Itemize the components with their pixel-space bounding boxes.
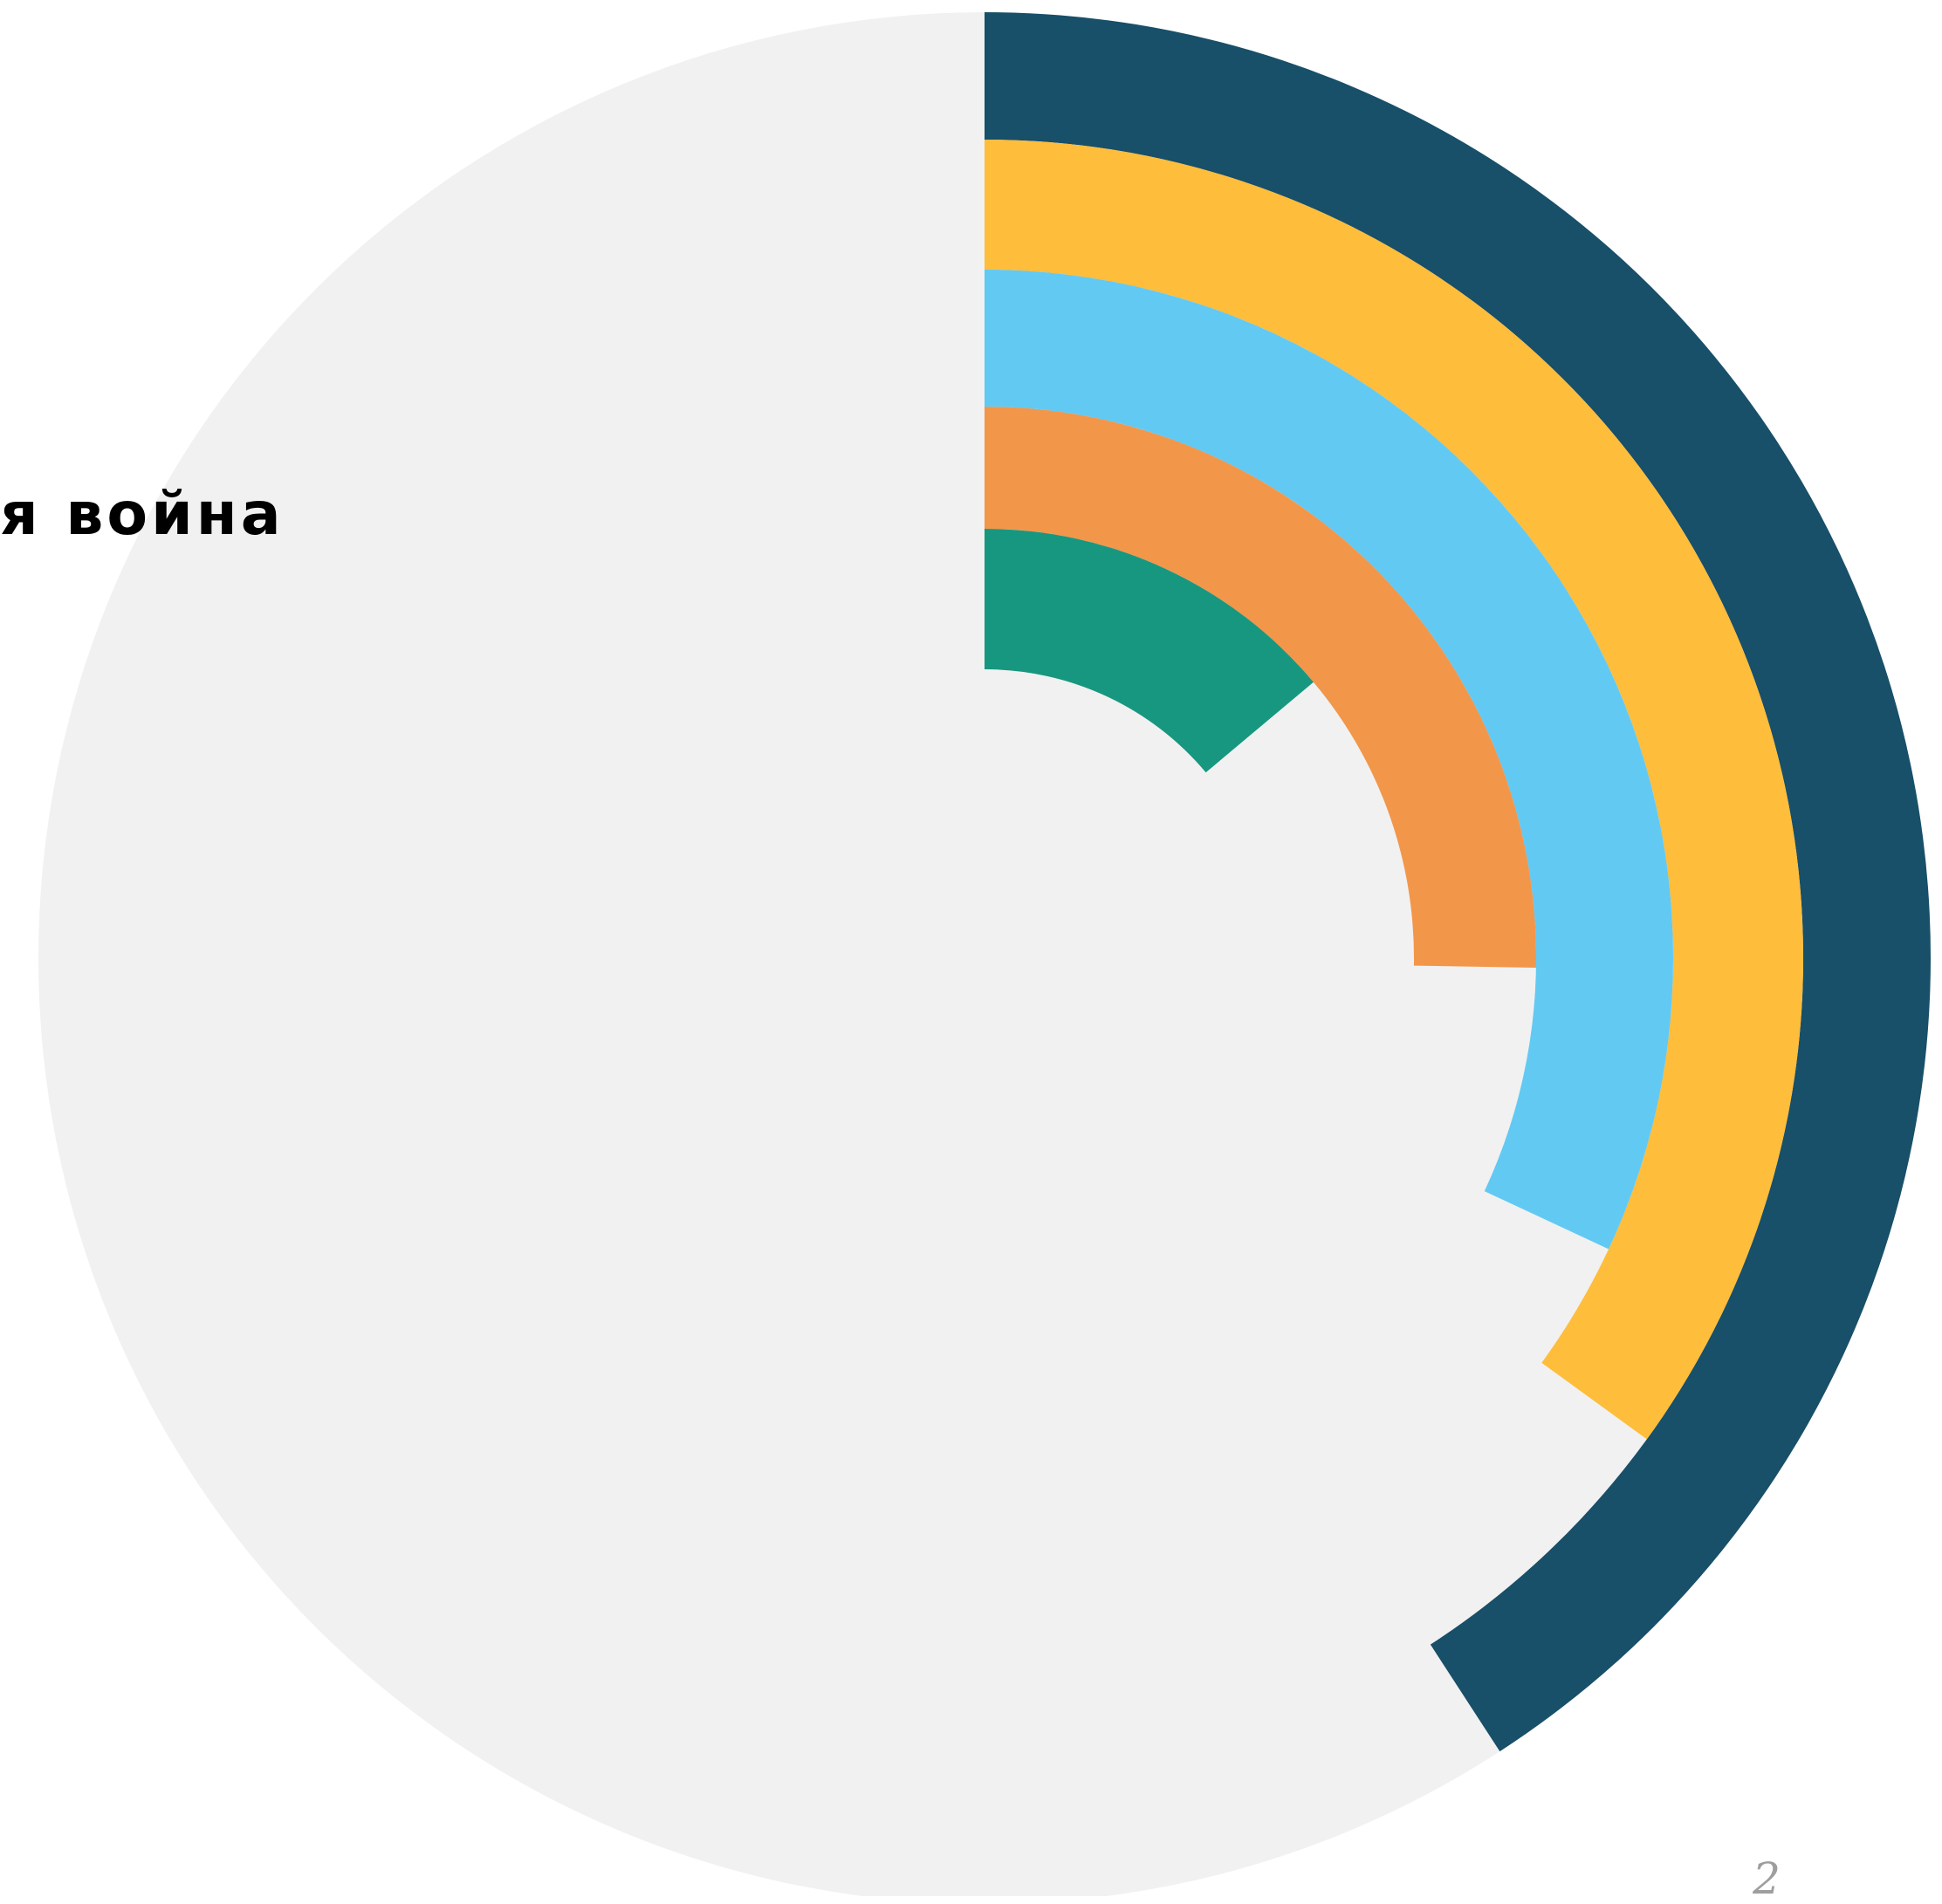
slide-title: я война <box>0 485 285 544</box>
chart-rings <box>38 12 1931 1896</box>
page-number: 2 <box>1732 1857 1801 1901</box>
